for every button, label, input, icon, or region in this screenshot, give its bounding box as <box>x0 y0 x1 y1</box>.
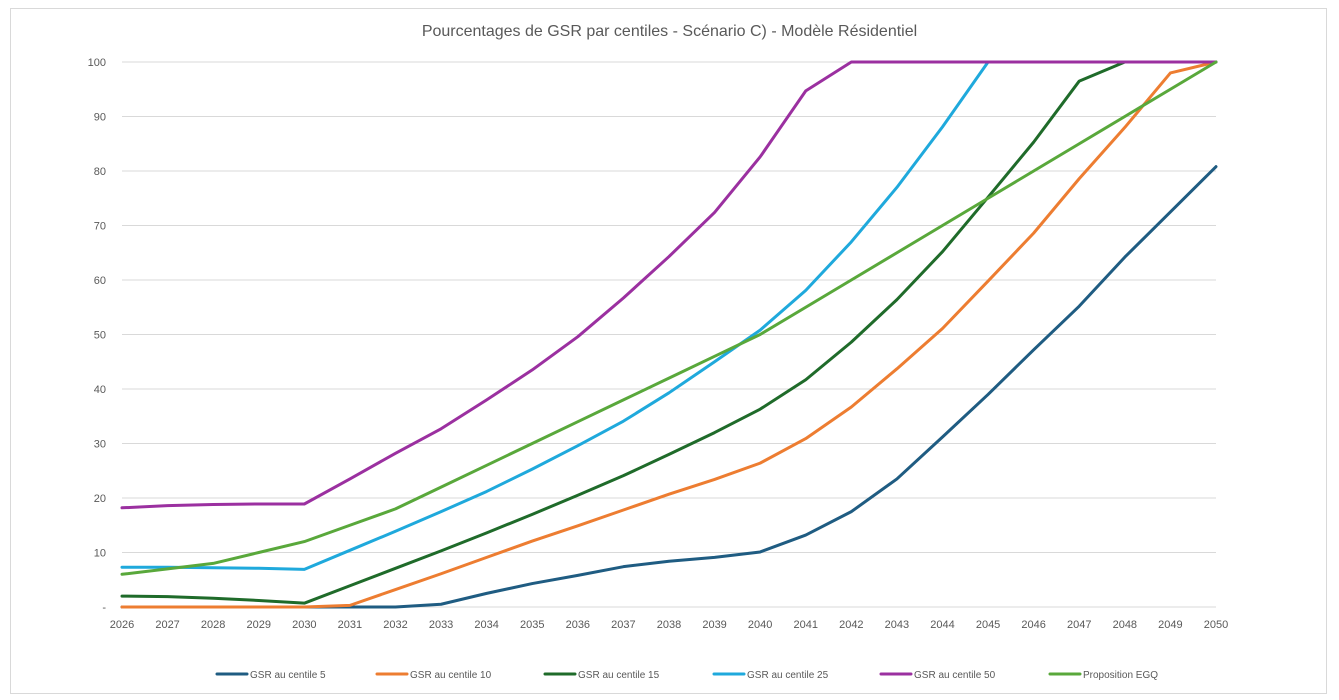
legend-label: Proposition EGQ <box>1083 670 1158 681</box>
x-tick-label: 2037 <box>611 619 635 631</box>
y-tick-label: 60 <box>94 275 106 287</box>
series-line-1 <box>120 60 1218 609</box>
x-tick-label: 2029 <box>247 619 271 631</box>
x-tick-label: 2031 <box>338 619 362 631</box>
x-tick-label: 2033 <box>429 619 453 631</box>
x-tick-label: 2050 <box>1204 619 1228 631</box>
x-tick-label: 2044 <box>930 619 954 631</box>
x-tick-label: 2045 <box>976 619 1000 631</box>
x-tick-label: 2043 <box>885 619 909 631</box>
legend-label: GSR au centile 25 <box>747 670 829 681</box>
y-tick-label: 50 <box>94 330 106 342</box>
series-line-5 <box>120 60 1218 576</box>
x-tick-label: 2046 <box>1021 619 1045 631</box>
y-tick-label: 100 <box>88 57 106 69</box>
series-layer <box>120 60 1218 609</box>
y-tick-label: 90 <box>94 112 106 124</box>
y-tick-label: 40 <box>94 384 106 396</box>
x-tick-label: 2035 <box>520 619 544 631</box>
chart-title: Pourcentages de GSR par centiles - Scéna… <box>422 23 917 40</box>
legend-label: GSR au centile 5 <box>250 670 326 681</box>
x-tick-label: 2027 <box>155 619 179 631</box>
legend-layer: GSR au centile 5 GSR au centile 10 GSR au … <box>215 670 1158 681</box>
legend-label: GSR au centile 50 <box>914 670 996 681</box>
x-tick-label: 2028 <box>201 619 225 631</box>
x-tick-label: 2042 <box>839 619 863 631</box>
x-tick-label: 2034 <box>474 619 498 631</box>
grid-layer <box>122 61 1216 608</box>
y-tick-label: 10 <box>94 548 106 560</box>
x-tick-label: 2047 <box>1067 619 1091 631</box>
x-tick-label: 2030 <box>292 619 316 631</box>
y-tick-label: 20 <box>94 493 106 505</box>
y-tick-label: 80 <box>94 166 106 178</box>
y-tick-label: 30 <box>94 439 106 451</box>
x-tick-label: 2049 <box>1158 619 1182 631</box>
x-tick-label: 2038 <box>657 619 681 631</box>
series-line-4 <box>120 60 1218 510</box>
legend-label: GSR au centile 15 <box>578 670 660 681</box>
y-tick-label: - <box>102 602 106 614</box>
x-tick-label: 2032 <box>383 619 407 631</box>
x-tick-label: 2036 <box>566 619 590 631</box>
y-tick-label: 70 <box>94 221 106 233</box>
x-tick-label: 2040 <box>748 619 772 631</box>
series-line-2 <box>120 60 1218 605</box>
x-tick-label: 2048 <box>1113 619 1137 631</box>
x-tick-label: 2041 <box>794 619 818 631</box>
x-tick-label: 2026 <box>110 619 134 631</box>
legend-label: GSR au centile 10 <box>410 670 492 681</box>
series-line-0 <box>120 165 1218 609</box>
x-tick-label: 2039 <box>702 619 726 631</box>
